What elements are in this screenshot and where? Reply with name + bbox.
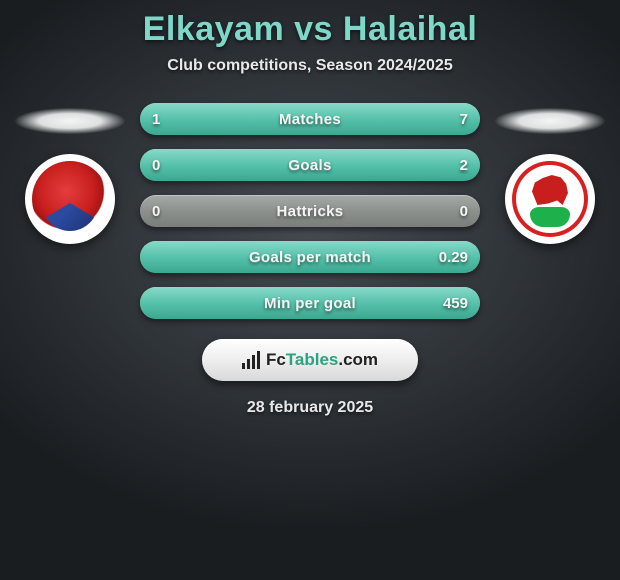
stat-row: 459Min per goal <box>140 287 480 319</box>
page-subtitle: Club competitions, Season 2024/2025 <box>167 57 452 75</box>
stat-row: 0.29Goals per match <box>140 241 480 273</box>
comparison-card: Elkayam vs Halaihal Club competitions, S… <box>0 0 620 417</box>
stat-label: Goals per match <box>140 249 480 266</box>
stat-label: Hattricks <box>140 203 480 220</box>
footer-date: 28 february 2025 <box>247 399 373 417</box>
stat-row: 17Matches <box>140 103 480 135</box>
stat-row: 00Hattricks <box>140 195 480 227</box>
page-title: Elkayam vs Halaihal <box>143 10 478 49</box>
brand-suffix: .com <box>338 350 378 369</box>
halo-glow <box>15 108 125 134</box>
stat-label: Goals <box>140 157 480 174</box>
stat-row: 02Goals <box>140 149 480 181</box>
club-badge-left <box>25 154 115 244</box>
player-column-left <box>10 103 130 244</box>
brand-link[interactable]: FcTables.com <box>202 339 418 381</box>
crest-icon <box>512 161 588 237</box>
content-row: 17Matches 02Goals 00Hattricks 0.29Goals per… <box>0 103 620 319</box>
stats-panel: 17Matches 02Goals 00Hattricks 0.29Goals per… <box>140 103 480 319</box>
club-badge-right <box>505 154 595 244</box>
brand-prefix: Fc <box>266 350 286 369</box>
halo-glow <box>495 108 605 134</box>
shield-icon <box>32 161 108 237</box>
bar-chart-icon <box>242 351 260 369</box>
stat-label: Min per goal <box>140 295 480 312</box>
brand-text: FcTables.com <box>266 350 378 370</box>
player-column-right <box>490 103 610 244</box>
stat-label: Matches <box>140 111 480 128</box>
brand-accent: Tables <box>286 350 339 369</box>
